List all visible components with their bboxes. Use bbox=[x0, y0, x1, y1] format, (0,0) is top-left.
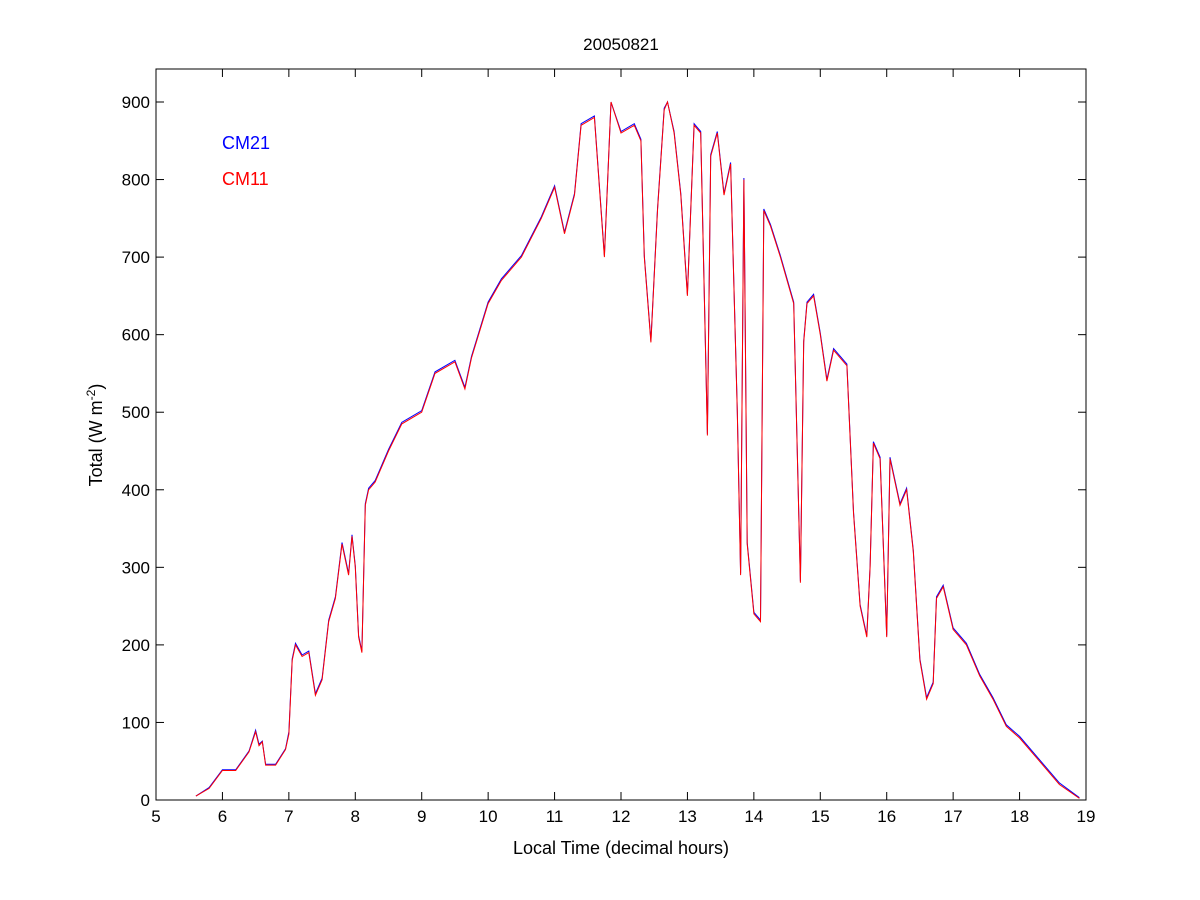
x-tick-label: 14 bbox=[744, 807, 763, 826]
axis-ticks: 5 6 7 8 9 10 11 12 13 14 15 16 17 18 19 0 100 200 300 400 50… bbox=[122, 69, 1096, 826]
y-tick-label: 800 bbox=[122, 171, 150, 190]
y-tick-label: 0 bbox=[141, 791, 150, 810]
y-tick-label: 500 bbox=[122, 403, 150, 422]
x-tick-label: 10 bbox=[479, 807, 498, 826]
x-tick-label: 13 bbox=[678, 807, 697, 826]
x-tick-label: 6 bbox=[218, 807, 227, 826]
x-tick-label: 11 bbox=[546, 807, 564, 826]
y-tick-label: 100 bbox=[122, 713, 150, 732]
series-line-cm11 bbox=[195, 100, 1080, 799]
plot-area bbox=[155, 68, 1087, 801]
x-tick-label: 17 bbox=[944, 807, 963, 826]
x-tick-label: 15 bbox=[811, 807, 830, 826]
legend-entry-cm21: CM21 bbox=[222, 133, 270, 153]
y-axis-label-sup: -2 bbox=[84, 389, 98, 400]
legend-entry-cm11: CM11 bbox=[222, 169, 269, 189]
x-tick-label: 7 bbox=[284, 807, 293, 826]
y-axis-label-close: ) bbox=[86, 384, 106, 390]
y-axis-label-main: Total (W m bbox=[86, 400, 106, 486]
x-tick-label: 8 bbox=[351, 807, 360, 826]
x-axis-label: Local Time (decimal hours) bbox=[513, 838, 729, 858]
x-tick-label: 9 bbox=[417, 807, 426, 826]
y-tick-label: 200 bbox=[122, 636, 150, 655]
x-tick-label: 18 bbox=[1010, 807, 1029, 826]
x-tick-label: 16 bbox=[877, 807, 896, 826]
y-tick-label: 700 bbox=[122, 248, 150, 267]
y-tick-label: 400 bbox=[122, 481, 150, 500]
y-tick-label: 300 bbox=[122, 558, 150, 577]
y-tick-label: 900 bbox=[122, 93, 150, 112]
y-axis-label: Total (W m-2) bbox=[84, 384, 106, 487]
x-tick-label: 12 bbox=[612, 807, 631, 826]
y-tick-label: 600 bbox=[122, 326, 150, 345]
x-tick-label: 5 bbox=[151, 807, 160, 826]
series-lines bbox=[195, 100, 1080, 799]
legend: CM21 CM11 bbox=[222, 133, 270, 189]
x-tick-label: 19 bbox=[1077, 807, 1096, 826]
chart-title: 20050821 bbox=[583, 35, 659, 54]
